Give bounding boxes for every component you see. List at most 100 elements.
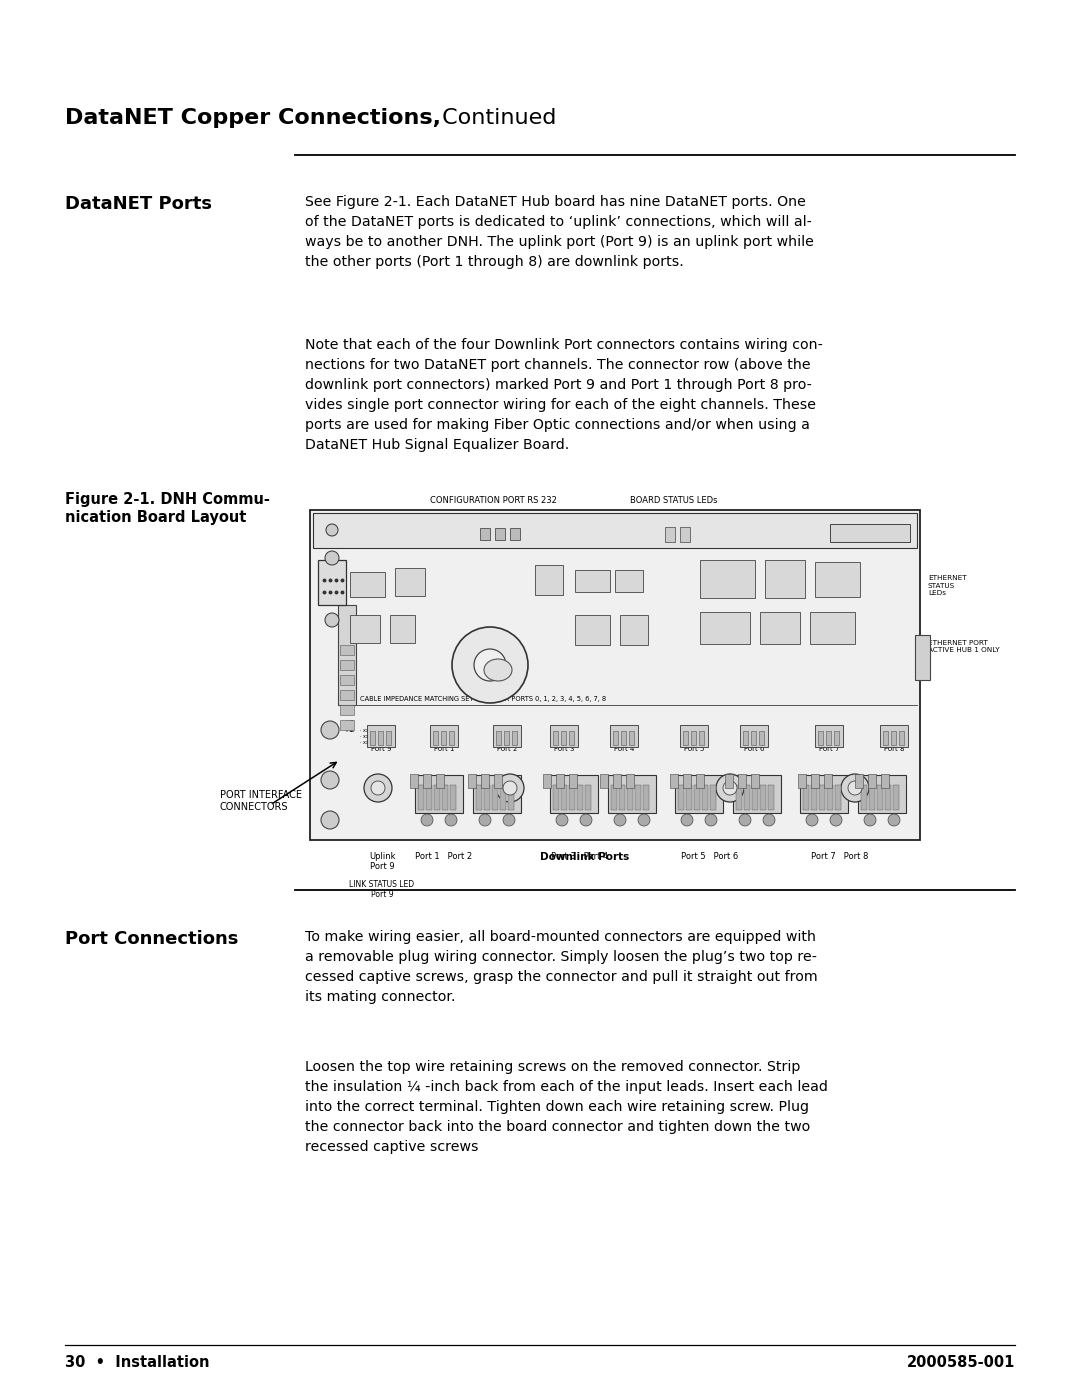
Bar (608, 775, 656, 813)
Bar (702, 785, 708, 810)
Bar (367, 725, 395, 747)
Bar (629, 731, 634, 745)
Bar (543, 774, 551, 788)
Bar (418, 785, 424, 810)
Circle shape (325, 550, 339, 564)
Bar (484, 785, 490, 810)
Bar (665, 527, 675, 542)
Bar (744, 785, 750, 810)
Bar (556, 774, 564, 788)
Bar (433, 731, 438, 745)
Circle shape (615, 814, 626, 826)
Text: Note that each of the four Downlink Port connectors contains wiring con-
nection: Note that each of the four Downlink Port… (305, 338, 823, 453)
Bar (510, 528, 519, 541)
Bar (738, 774, 746, 788)
Bar (350, 571, 384, 597)
Bar (395, 569, 426, 597)
Bar (710, 785, 716, 810)
Text: Loosen the top wire retaining screws on the removed connector. Strip
the insulat: Loosen the top wire retaining screws on … (305, 1060, 828, 1154)
Circle shape (325, 613, 339, 627)
Circle shape (556, 814, 568, 826)
Text: 2000585-001: 2000585-001 (906, 1355, 1015, 1370)
Bar (496, 731, 501, 745)
Text: ETHERNET PORT
ACTIVE HUB 1 ONLY: ETHERNET PORT ACTIVE HUB 1 ONLY (928, 640, 1000, 654)
Bar (480, 528, 490, 541)
Bar (492, 785, 498, 810)
Bar (626, 774, 634, 788)
Circle shape (480, 814, 491, 826)
Bar (861, 785, 867, 810)
Bar (893, 785, 899, 810)
Circle shape (453, 627, 528, 703)
Bar (550, 725, 578, 747)
Text: Port 3: Port 3 (554, 746, 575, 752)
Bar (620, 615, 648, 645)
Text: 30  •  Installation: 30 • Installation (65, 1355, 210, 1370)
Circle shape (705, 814, 717, 826)
Bar (752, 785, 758, 810)
Bar (759, 731, 764, 745)
Bar (450, 785, 456, 810)
Bar (569, 731, 573, 745)
Bar (423, 774, 431, 788)
Bar (743, 731, 748, 745)
Bar (492, 725, 521, 747)
Circle shape (503, 781, 517, 795)
Bar (338, 605, 356, 705)
Text: Port 7: Port 7 (819, 746, 839, 752)
Bar (410, 774, 418, 788)
Bar (310, 510, 920, 840)
Bar (915, 636, 930, 680)
Bar (494, 774, 502, 788)
Bar (340, 675, 354, 685)
Bar (670, 774, 678, 788)
Bar (613, 731, 618, 745)
Circle shape (806, 814, 818, 826)
Bar (815, 562, 860, 597)
Circle shape (864, 814, 876, 826)
Bar (340, 645, 354, 655)
Circle shape (762, 814, 775, 826)
Bar (768, 785, 774, 810)
Bar (883, 731, 888, 745)
Bar (426, 785, 432, 810)
Bar (877, 785, 883, 810)
Circle shape (888, 814, 900, 826)
Bar (313, 513, 917, 548)
Bar (430, 725, 458, 747)
Bar (481, 774, 489, 788)
Bar (386, 731, 391, 745)
Bar (765, 560, 805, 598)
Bar (675, 775, 723, 813)
Circle shape (364, 774, 392, 802)
Bar (751, 774, 759, 788)
Bar (700, 560, 755, 598)
Bar (512, 731, 517, 745)
Bar (468, 774, 476, 788)
Bar (696, 774, 704, 788)
Bar (678, 785, 684, 810)
Bar (476, 785, 482, 810)
Text: Port 5: Port 5 (684, 746, 704, 752)
Bar (824, 774, 832, 788)
Bar (473, 775, 521, 813)
Bar (751, 731, 756, 745)
Bar (819, 785, 825, 810)
Text: Figure 2-1. DNH Commu-: Figure 2-1. DNH Commu- (65, 492, 270, 507)
Bar (577, 785, 583, 810)
Bar (891, 731, 896, 745)
Bar (619, 785, 625, 810)
Text: nication Board Layout: nication Board Layout (65, 510, 246, 525)
Text: · xxxxxxxx
· xxxxxxxx
· xxxxxxxx: · xxxxxxxx · xxxxxxxx · xxxxxxxx (360, 728, 386, 746)
Bar (442, 785, 448, 810)
Circle shape (716, 774, 744, 802)
Circle shape (496, 774, 524, 802)
Text: DataNET Ports: DataNET Ports (65, 196, 212, 212)
Ellipse shape (484, 659, 512, 680)
Text: To make wiring easier, all board-mounted connectors are equipped with
a removabl: To make wiring easier, all board-mounted… (305, 930, 818, 1004)
Circle shape (723, 781, 737, 795)
Bar (815, 725, 843, 747)
Bar (899, 731, 904, 745)
Bar (585, 785, 591, 810)
Circle shape (638, 814, 650, 826)
